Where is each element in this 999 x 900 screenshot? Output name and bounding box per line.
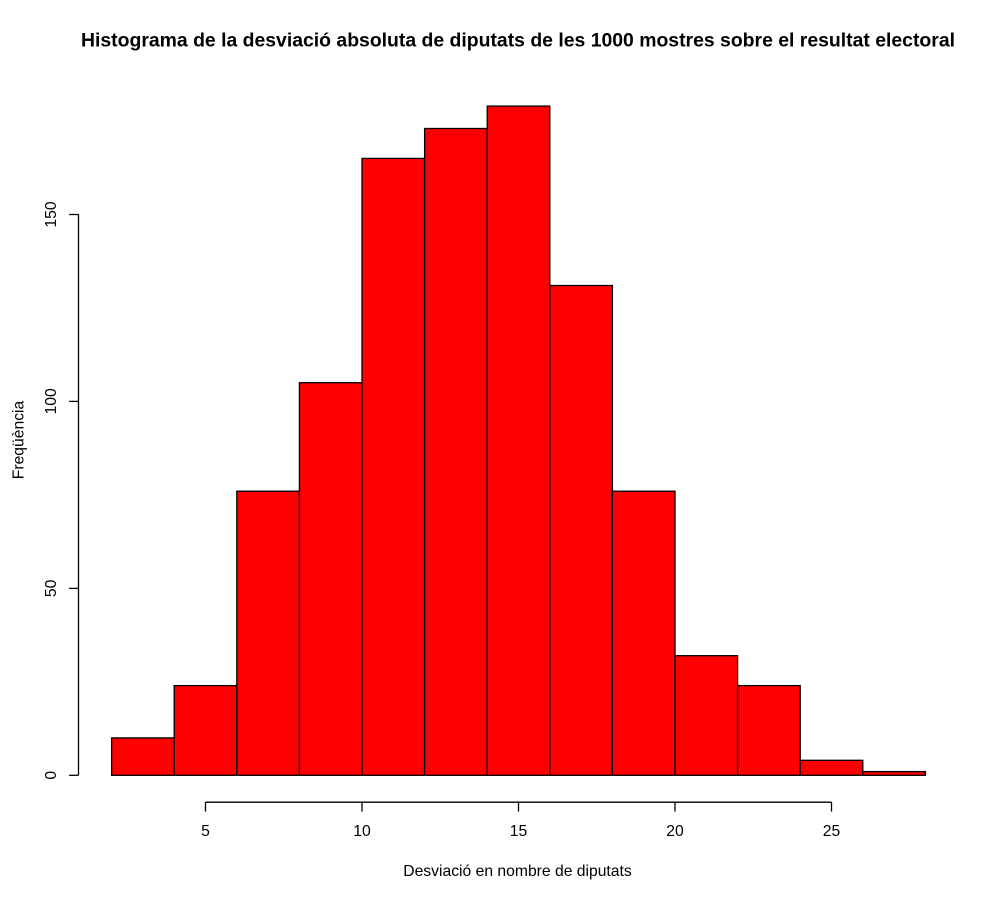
- svg-text:50: 50: [43, 579, 60, 597]
- svg-text:Desviació en nombre de diputat: Desviació en nombre de diputats: [403, 863, 632, 880]
- svg-text:15: 15: [510, 823, 528, 840]
- svg-text:20: 20: [666, 823, 684, 840]
- svg-text:10: 10: [353, 823, 371, 840]
- svg-text:100: 100: [43, 388, 60, 414]
- svg-text:150: 150: [43, 201, 60, 227]
- svg-text:25: 25: [823, 823, 841, 840]
- svg-text:5: 5: [201, 823, 210, 840]
- svg-text:Freqüència: Freqüència: [11, 400, 28, 479]
- svg-text:0: 0: [43, 771, 60, 780]
- svg-text:Histograma de la desviació abs: Histograma de la desviació absoluta de d…: [81, 29, 955, 51]
